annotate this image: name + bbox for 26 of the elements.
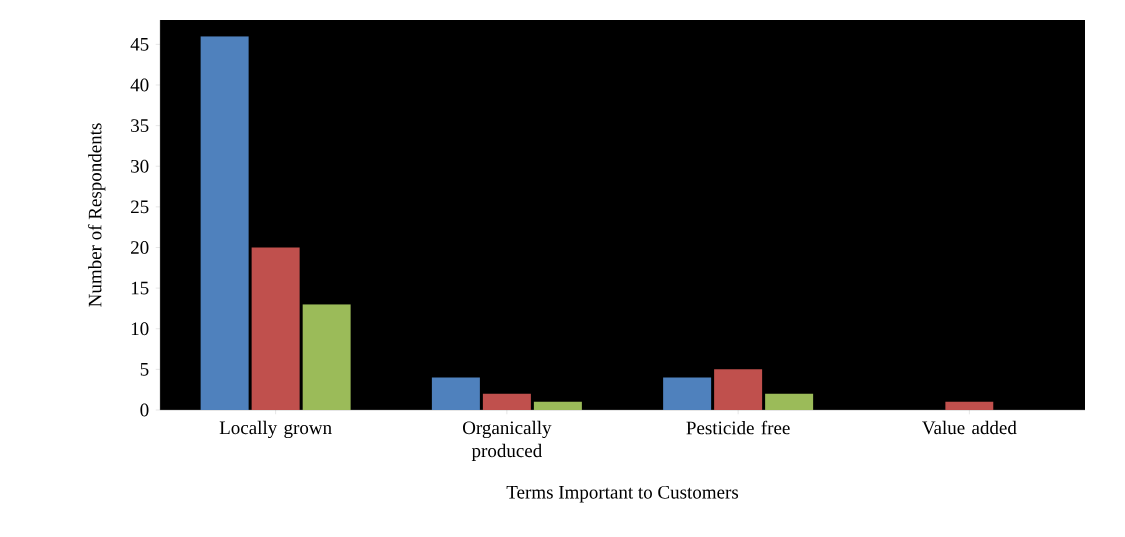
- y-tick-label: 30: [131, 159, 149, 173]
- x-tick-label: Locally grown: [219, 420, 332, 439]
- x-tick-label: Pesticide free: [686, 420, 790, 435]
- y-tick-label: 40: [130, 78, 149, 92]
- bar: [945, 401, 994, 410]
- y-tick-label: 25: [131, 200, 149, 214]
- y-tick-label: 5: [140, 363, 149, 376]
- bar: [714, 369, 763, 410]
- x-tick-label: Organically produced: [462, 420, 552, 462]
- bar: [302, 304, 351, 410]
- bar: [482, 393, 531, 410]
- y-axis-title: Number of Respondents: [87, 123, 106, 307]
- bar: [251, 247, 300, 410]
- bar: [431, 377, 480, 410]
- x-axis-title: Terms Important to Customers: [506, 485, 739, 503]
- x-tick-label: Value added: [922, 420, 1017, 435]
- y-tick-label: 35: [131, 119, 149, 132]
- y-tick-label: 45: [130, 38, 149, 51]
- y-tick-label: 10: [131, 322, 149, 336]
- y-tick-label: 15: [131, 281, 149, 295]
- bar: [533, 401, 582, 410]
- bar: [200, 36, 249, 410]
- bar: [765, 393, 814, 410]
- bar: [663, 377, 712, 410]
- y-tick-label: 0: [140, 403, 149, 417]
- y-tick-label: 20: [131, 241, 149, 254]
